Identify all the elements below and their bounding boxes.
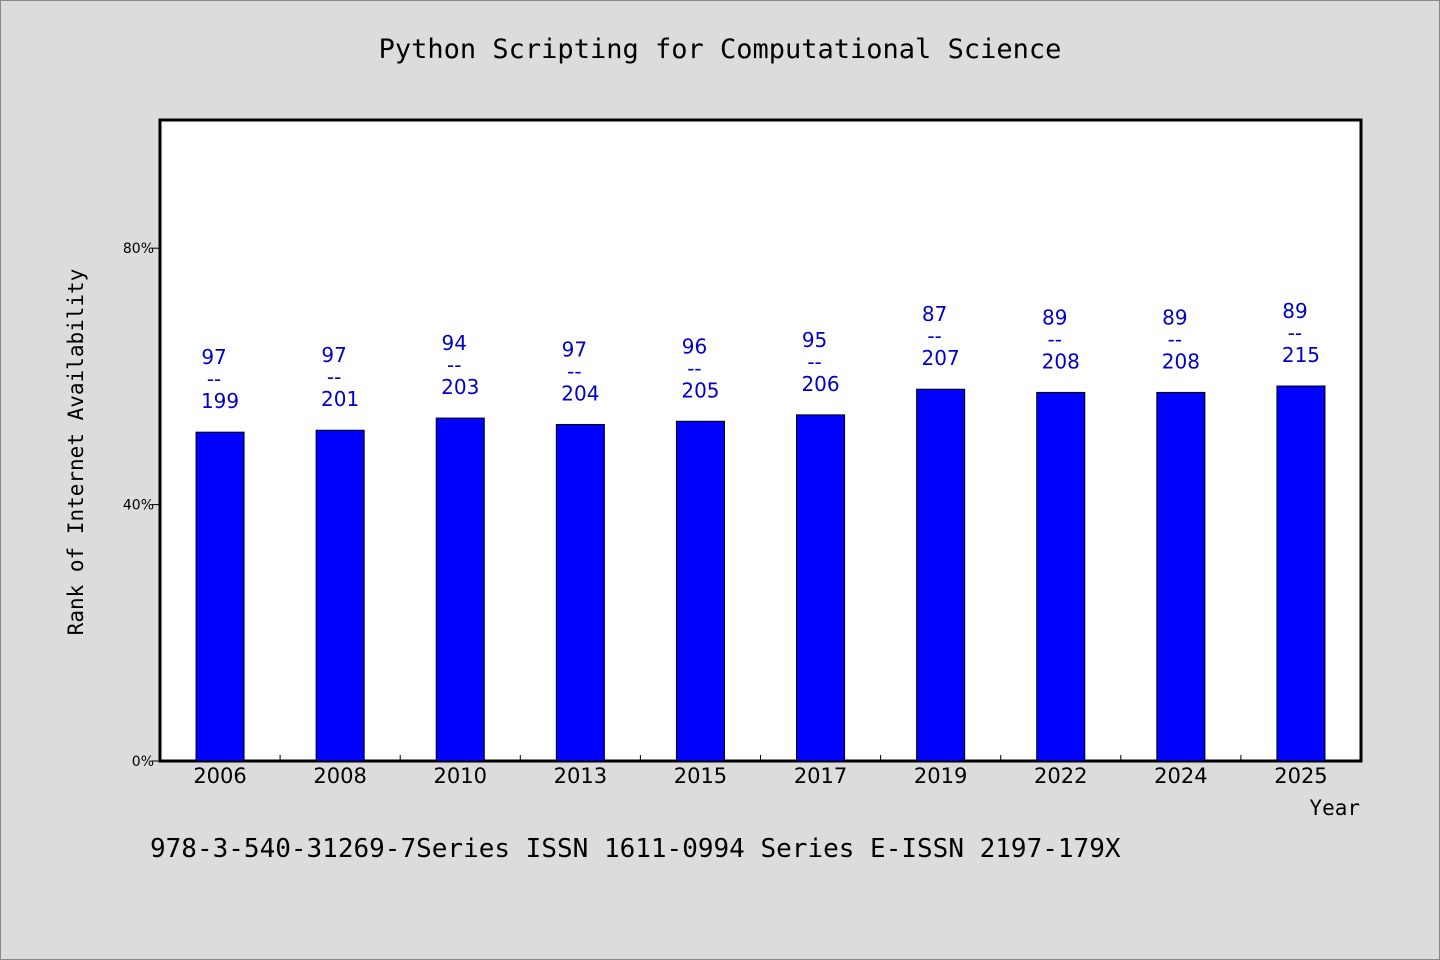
bar [1276,385,1326,762]
bar-label-top: 89 [1042,305,1067,329]
bar [916,388,966,762]
bar-label-bottom: 208 [1162,349,1200,373]
bar-label-top: 94 [442,331,467,355]
y-tick-label: 40% [123,498,154,514]
bars [195,385,1326,762]
bar-label-top: 96 [682,334,707,358]
bar-label-bottom: 201 [321,387,359,411]
bar-label-separator: -- [447,353,461,377]
x-tick-label: 2015 [674,764,727,788]
bar-label-separator: -- [207,367,221,391]
bar [675,420,725,762]
bar [435,417,485,762]
x-tick-label: 2017 [794,764,847,788]
bar [315,429,365,762]
x-tick-label: 2008 [313,764,366,788]
bar-label-separator: -- [567,359,581,383]
x-axis-label: Year [1309,796,1360,820]
bar [555,423,605,762]
bar-labels: 97--19997--20194--20397--20496--20595--2… [201,299,1320,413]
bar [195,431,245,762]
bar-label-top: 97 [201,345,226,369]
chart-title: Python Scripting for Computational Scien… [378,34,1062,65]
bar-label-separator: -- [1168,327,1182,351]
isbn-footer: 978-3-540-31269-7Series ISSN 1611-0994 S… [150,834,1121,864]
bar-label-bottom: 199 [201,389,239,413]
x-tick-label: 2010 [434,764,487,788]
x-tick-label: 2022 [1034,764,1087,788]
bar-label-separator: -- [1288,321,1302,345]
bar [1036,391,1086,762]
bar-label-bottom: 208 [1042,349,1080,373]
x-tick-label: 2013 [554,764,607,788]
bar-label-top: 97 [562,337,587,361]
bar-label-top: 95 [802,328,827,352]
bar-label-bottom: 203 [441,375,479,399]
bar-label-separator: -- [1048,327,1062,351]
bar-label-separator: -- [327,365,341,389]
bar [1156,391,1206,762]
y-tick-label: 80% [123,241,154,257]
bar-label-bottom: 215 [1282,343,1320,367]
bar-label-top: 89 [1282,299,1307,323]
bar-label-top: 87 [922,302,947,326]
bar-label-separator: -- [687,356,701,380]
bar-label-bottom: 206 [801,372,839,396]
x-tick-label: 2019 [914,764,967,788]
x-ticks: 2006 2008 2010 2013 2015 2017 2019 2022 2024 2025 [193,755,1328,788]
x-tick-label: 2006 [193,764,246,788]
y-tick-label: 0% [132,754,154,770]
bar-label-bottom: 207 [922,346,960,370]
bar-label-top: 97 [321,343,346,367]
x-tick-label: 2024 [1154,764,1207,788]
x-tick-label: 2025 [1274,764,1327,788]
bar-label-bottom: 205 [681,378,719,402]
bar [796,414,846,762]
y-ticks: 0% 40% 80% [123,241,160,770]
bar-label-separator: -- [807,350,821,374]
bar-label-top: 89 [1162,305,1187,329]
bar-label-bottom: 204 [561,381,599,405]
bar-label-separator: -- [927,324,941,348]
